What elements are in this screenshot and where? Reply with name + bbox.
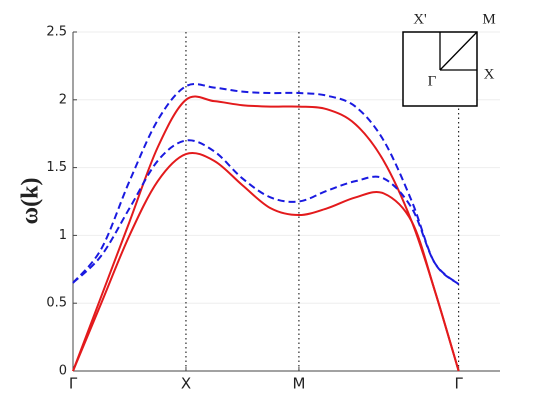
x-tick-label: M (292, 375, 305, 393)
x-tick-label: X (181, 375, 191, 393)
inset-label: X' (413, 11, 427, 27)
y-tick-label: 1.5 (46, 160, 67, 175)
series-line (72, 151, 460, 372)
inset-line (439, 31, 478, 71)
x-tick-label: Γ (454, 375, 463, 393)
y-tick-label: 1 (59, 228, 67, 243)
inset: X' M Γ X (402, 11, 496, 107)
series-line (72, 139, 460, 285)
inset-label: M (482, 11, 495, 27)
y-tick-label: 0 (59, 364, 67, 379)
inset-label: X (484, 66, 495, 82)
y-tick-label: 2 (59, 92, 67, 107)
y-axis-label: ω(k) (18, 178, 44, 225)
x-tick-label: Γ (69, 375, 78, 393)
inset-label: Γ (428, 73, 437, 89)
y-tick-label: 2.5 (46, 25, 67, 40)
y-tick-label: 0.5 (46, 296, 67, 311)
series-line (72, 83, 460, 286)
